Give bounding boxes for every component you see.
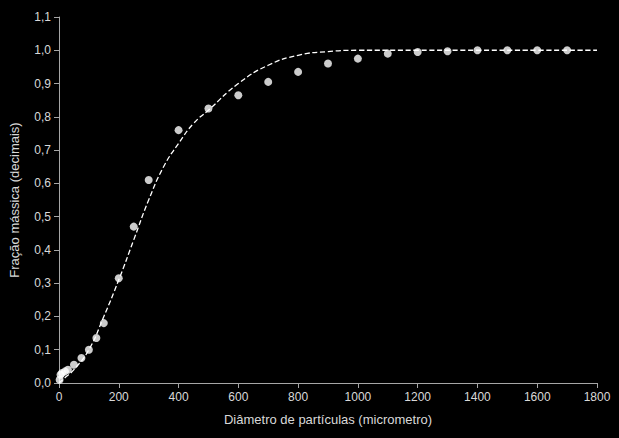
svg-text:0,8: 0,8 — [34, 110, 51, 124]
svg-text:Fração mássica (decimais): Fração mássica (decimais) — [7, 122, 22, 277]
svg-text:400: 400 — [169, 390, 189, 404]
svg-text:0: 0 — [56, 390, 63, 404]
svg-text:0,1: 0,1 — [34, 343, 51, 357]
svg-text:0,3: 0,3 — [34, 276, 51, 290]
svg-text:600: 600 — [228, 390, 248, 404]
svg-text:1000: 1000 — [345, 390, 372, 404]
svg-text:1200: 1200 — [404, 390, 431, 404]
svg-text:800: 800 — [288, 390, 308, 404]
svg-text:0,6: 0,6 — [34, 176, 51, 190]
svg-text:1,1: 1,1 — [34, 10, 51, 24]
svg-text:Diâmetro de partículas (microm: Diâmetro de partículas (micrometro) — [224, 412, 432, 427]
svg-text:0,9: 0,9 — [34, 77, 51, 91]
svg-text:1600: 1600 — [524, 390, 551, 404]
svg-text:1,0: 1,0 — [34, 43, 51, 57]
svg-text:0,7: 0,7 — [34, 143, 51, 157]
svg-text:0,4: 0,4 — [34, 243, 51, 257]
svg-text:1800: 1800 — [584, 390, 611, 404]
svg-text:0,2: 0,2 — [34, 309, 51, 323]
svg-text:0,5: 0,5 — [34, 210, 51, 224]
svg-text:200: 200 — [109, 390, 129, 404]
svg-text:0,0: 0,0 — [34, 376, 51, 390]
svg-text:1400: 1400 — [464, 390, 491, 404]
